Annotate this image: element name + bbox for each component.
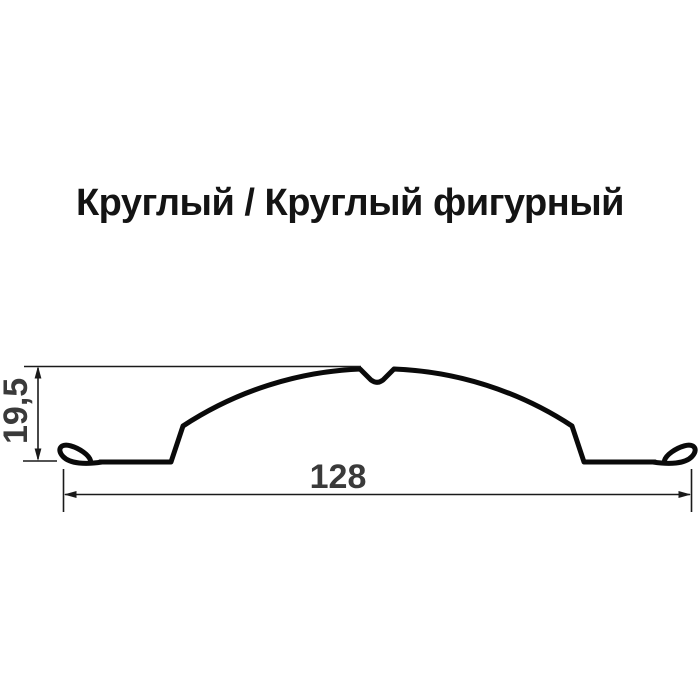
profile-outline	[97, 366, 658, 465]
width-arrow-left-icon	[64, 491, 77, 498]
width-arrow-right-icon	[678, 491, 691, 498]
page-title: Круглый / Круглый фигурный	[75, 182, 625, 224]
height-dimension-label: 19,5	[0, 378, 35, 444]
height-arrow-down-icon	[34, 448, 42, 461]
right-curl	[650, 442, 698, 466]
height-arrow-up-icon	[34, 366, 42, 379]
left-curl	[57, 442, 105, 466]
width-dimension-label: 128	[310, 458, 367, 496]
